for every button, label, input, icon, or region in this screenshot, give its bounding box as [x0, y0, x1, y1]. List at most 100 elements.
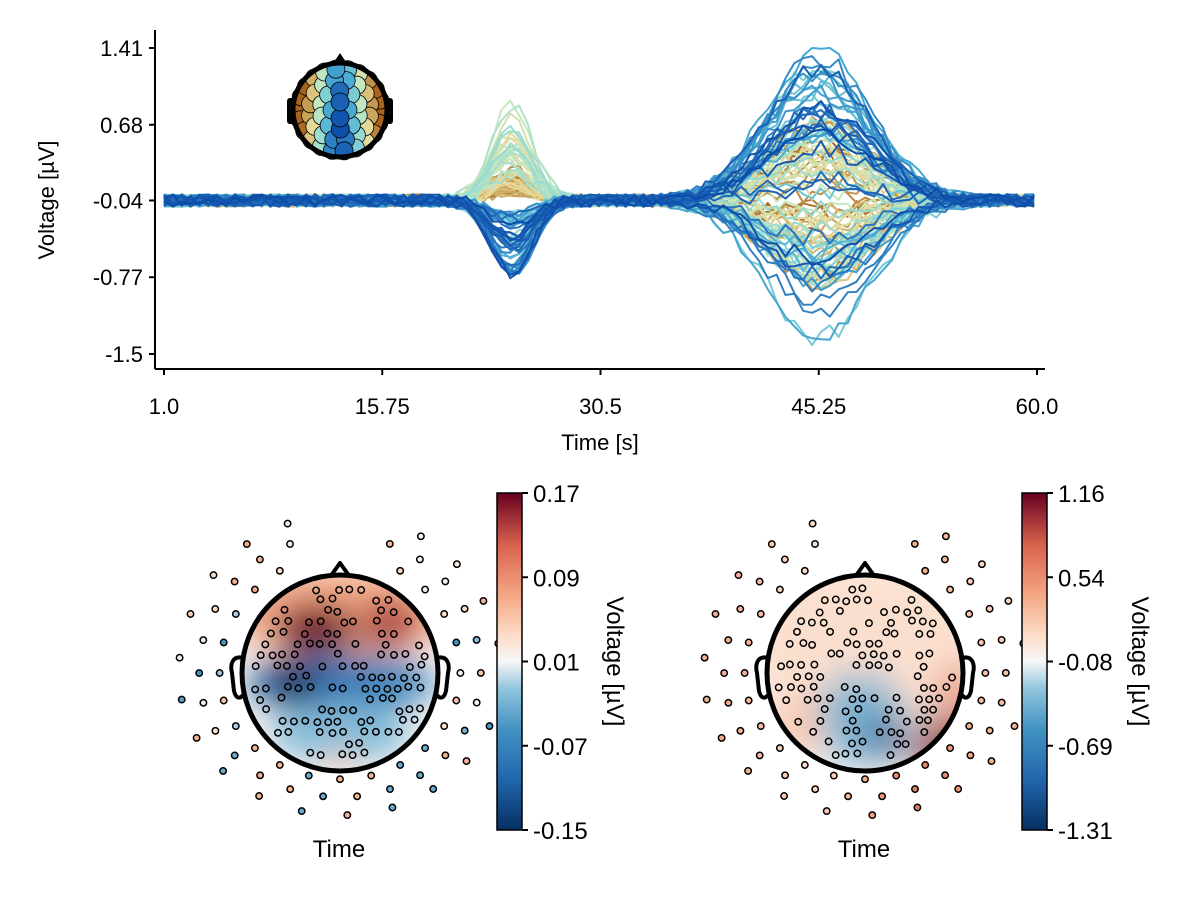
electrode — [440, 610, 449, 618]
electrode — [875, 728, 884, 737]
x-ticks: 1.0 15.75 30.5 45.25 60.0 — [149, 369, 1058, 419]
electrode — [456, 669, 465, 677]
electrode — [915, 651, 924, 660]
electrode — [479, 596, 488, 605]
electrode — [388, 803, 397, 812]
electrode — [415, 555, 424, 564]
electrode — [388, 694, 396, 703]
colorbar-tick-label: 0.01 — [533, 650, 580, 677]
head-circle — [239, 572, 441, 774]
electrode — [861, 775, 869, 784]
electrode — [822, 807, 831, 816]
electrode — [915, 630, 924, 638]
colorbar-tick-label: 0.09 — [533, 565, 580, 592]
colorbar-gradient — [496, 492, 523, 831]
electrode — [348, 751, 357, 760]
topo-blobs — [767, 575, 963, 769]
electrode — [825, 694, 834, 703]
electrode — [319, 792, 328, 801]
colorbar-tick-label: -0.69 — [1058, 734, 1113, 761]
electrode — [396, 761, 405, 769]
electrode — [852, 661, 861, 669]
electrode — [261, 684, 270, 693]
electrode — [306, 683, 315, 691]
electrode — [386, 785, 394, 794]
topoplot-1: Time 0.17 0.09 0.01 -0.07 -0.15 Voltage [µV] — [175, 481, 628, 863]
electrode — [827, 649, 836, 658]
electrode — [360, 727, 369, 736]
electrode — [286, 540, 294, 548]
electrode — [421, 585, 430, 594]
electrode — [879, 651, 888, 660]
x-tick-label: 30.5 — [579, 394, 622, 419]
electrode — [929, 684, 938, 693]
electrode — [355, 738, 364, 747]
electrode — [351, 662, 360, 670]
electrode — [807, 618, 816, 627]
electrode — [389, 608, 398, 617]
topo-blob — [863, 720, 907, 756]
electrode — [724, 698, 733, 707]
electrode — [755, 751, 764, 760]
electrode — [913, 672, 922, 681]
electrode — [404, 617, 413, 626]
head-ear-left — [229, 655, 245, 700]
electrode — [921, 566, 930, 575]
electrode — [919, 662, 928, 671]
electrode — [417, 660, 426, 669]
electrode — [865, 619, 873, 628]
electrode — [781, 771, 790, 780]
electrode — [316, 595, 325, 604]
topo-2-xlabel: Time — [838, 836, 890, 863]
electrode — [440, 722, 449, 731]
electrode — [283, 519, 292, 528]
topo-2-colorbar: 1.16 0.54 -0.08 -0.69 -1.31 Voltage [µV] — [1021, 481, 1153, 845]
electrode — [251, 685, 260, 694]
electrode — [780, 555, 789, 564]
electrode — [349, 706, 358, 715]
electrode — [274, 728, 282, 737]
electrode — [389, 630, 398, 638]
topo-1-electrodes — [175, 519, 505, 820]
electrode — [819, 618, 828, 627]
electrode — [398, 715, 407, 724]
electrode — [387, 672, 396, 681]
electrode — [230, 751, 239, 760]
colorbar-tick-label: -1.31 — [1058, 818, 1113, 845]
electrode — [775, 585, 784, 594]
electrode — [316, 617, 325, 626]
electrode — [891, 605, 900, 614]
electrode — [186, 610, 195, 618]
electrode — [328, 594, 337, 603]
electrode — [302, 671, 311, 680]
electrode — [720, 669, 729, 678]
electrode — [793, 672, 802, 681]
electrode — [441, 577, 450, 586]
electrode — [343, 811, 352, 820]
electrode — [797, 684, 806, 693]
electrode — [1010, 722, 1019, 731]
electrode — [890, 629, 899, 638]
y-tick-label: -0.04 — [93, 188, 143, 213]
electrode — [884, 705, 893, 714]
electrode — [415, 641, 423, 650]
electrode — [997, 635, 1006, 644]
electrode — [940, 555, 949, 564]
electrode — [335, 586, 344, 595]
electrode — [948, 673, 957, 682]
electrode — [942, 683, 951, 691]
head-ear-right — [960, 655, 976, 700]
electrode — [911, 785, 919, 794]
electrode — [852, 595, 861, 604]
electrode — [277, 693, 286, 702]
electrode — [199, 636, 208, 645]
head-nose — [853, 561, 877, 579]
channel-line — [163, 193, 1035, 278]
y-ticks: 1.41 0.68 -0.04 -0.77 -1.5 — [93, 36, 155, 367]
electrode — [816, 673, 825, 681]
electrode — [340, 618, 349, 627]
electrode — [372, 596, 381, 605]
electrode — [472, 635, 481, 644]
electrode — [289, 672, 297, 681]
colorbar-tick-label: 1.16 — [1058, 481, 1105, 508]
